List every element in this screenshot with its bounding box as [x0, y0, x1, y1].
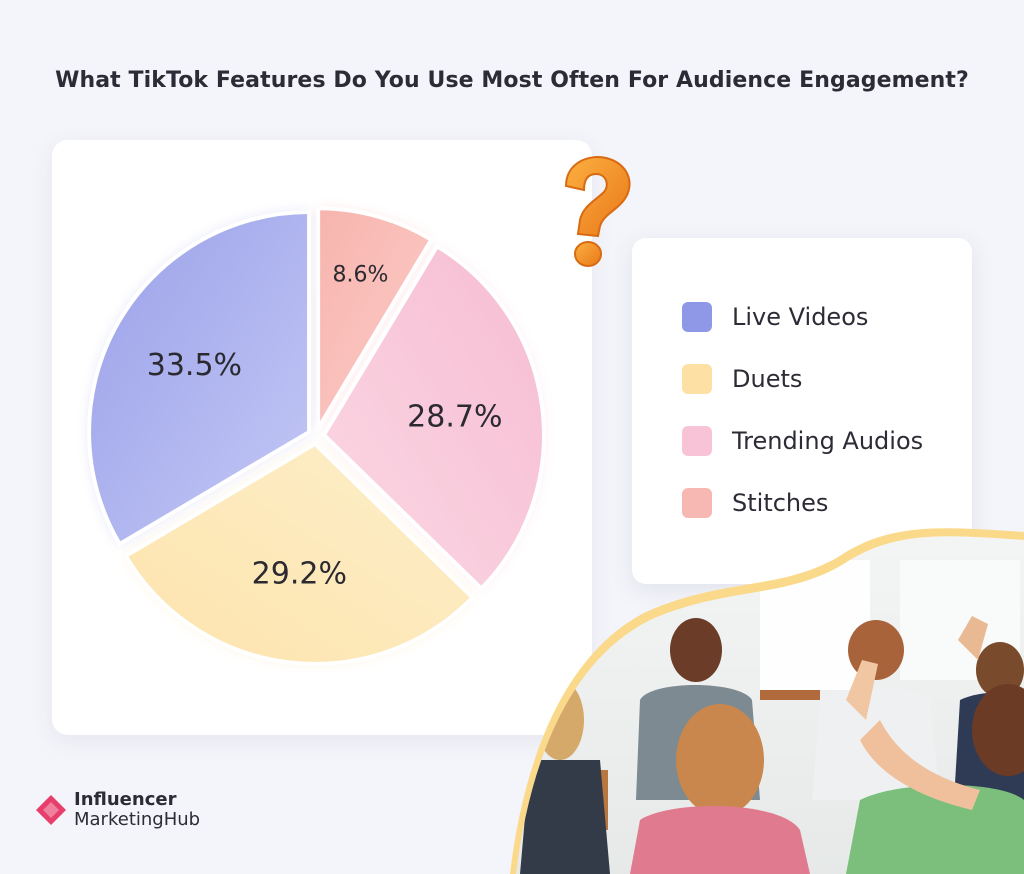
pie-chart: 8.6% 28.7% 29.2% 33.5% [87, 206, 546, 666]
legend-label: Trending Audios [732, 427, 924, 455]
pie-slice-trending-audios [321, 244, 546, 591]
legend: Live Videos Duets Trending Audios Stitch… [632, 238, 972, 584]
pie-slice-live-videos [87, 210, 312, 547]
pie-label-live-videos: 33.5% [147, 348, 242, 383]
pie-slice-stitches [316, 206, 434, 431]
pie-label-stitches: 8.6% [332, 263, 388, 288]
question-mark-icon [564, 156, 631, 267]
legend-swatch [682, 426, 712, 456]
pie-chart-card: 8.6% 28.7% 29.2% 33.5% [52, 140, 592, 735]
pie-label-duets: 29.2% [252, 557, 347, 592]
legend-item-stitches: Stitches [682, 486, 828, 520]
legend-label: Duets [732, 365, 803, 393]
pie-label-trending-audios: 28.7% [407, 400, 502, 435]
legend-item-duets: Duets [682, 362, 802, 396]
logo-line2: MarketingHub [74, 809, 201, 830]
legend-label: Live Videos [732, 303, 869, 331]
legend-item-trending-audios: Trending Audios [682, 424, 923, 458]
legend-swatch [682, 488, 712, 518]
logo: Influencer MarketingHub [34, 790, 200, 830]
legend-label: Stitches [732, 489, 829, 517]
pie-slice-duets [123, 441, 475, 666]
logo-diamond-icon [36, 795, 66, 825]
logo-line1: Influencer [74, 789, 177, 810]
legend-item-live-videos: Live Videos [682, 300, 868, 334]
legend-swatch [682, 302, 712, 332]
chart-title: What TikTok Features Do You Use Most Oft… [55, 68, 969, 93]
legend-swatch [682, 364, 712, 394]
